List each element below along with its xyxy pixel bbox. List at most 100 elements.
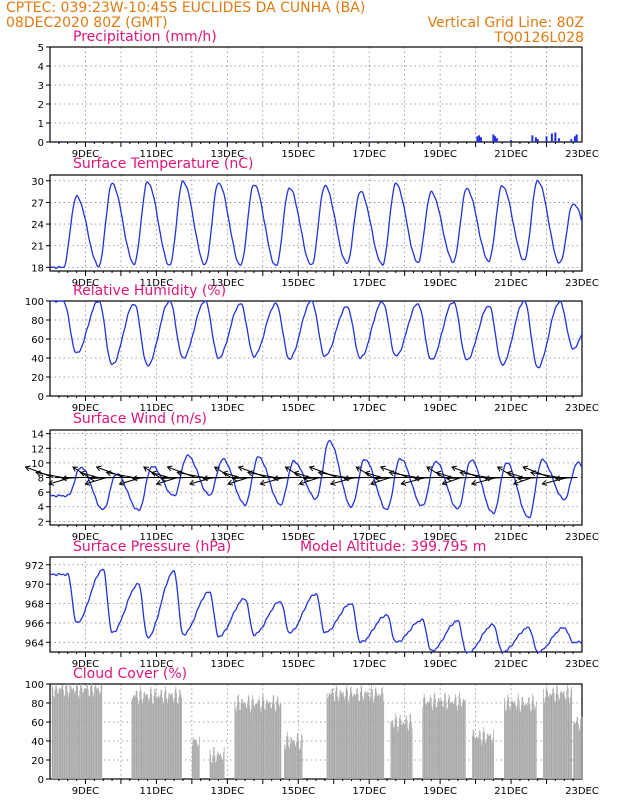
wind-arrow-head xyxy=(317,470,324,477)
cloud-bar xyxy=(481,741,483,779)
cloud-bar xyxy=(52,687,54,779)
cloud-bar xyxy=(352,695,354,779)
cloud-bar xyxy=(174,698,175,779)
cloud-bar xyxy=(87,689,89,779)
wind-arrow xyxy=(161,477,187,480)
cloud-bar xyxy=(332,688,334,779)
cloud-bar xyxy=(271,708,273,779)
cloud-bar xyxy=(56,688,58,779)
cloud-bar xyxy=(68,693,70,779)
x-tick-label: 13DEC xyxy=(210,659,244,670)
wind-arrow xyxy=(375,477,400,480)
cloud-bar xyxy=(401,724,403,779)
plot-frame xyxy=(49,429,583,526)
wind-arrow-head xyxy=(176,470,183,477)
cloud-bar xyxy=(291,737,292,779)
cloud-bar xyxy=(215,762,216,779)
cloud-bar xyxy=(490,735,492,779)
y-tick-label: 0 xyxy=(38,392,44,403)
cloud-bar xyxy=(456,705,458,779)
cloud-bar xyxy=(75,691,76,779)
cloud-bar xyxy=(164,686,166,779)
cloud-bar xyxy=(508,697,509,779)
x-tick-label: 13DEC xyxy=(210,278,244,289)
cloud-bar xyxy=(65,686,66,779)
wind-arrow xyxy=(389,471,418,478)
cloud-bar xyxy=(158,696,160,779)
cloud-bar xyxy=(223,752,224,779)
precip-bar xyxy=(166,141,169,142)
cloud-bar xyxy=(434,692,436,779)
plot-frame xyxy=(49,174,583,272)
cloud-bar xyxy=(172,693,173,779)
cloud-bar xyxy=(430,698,432,779)
wind-arrow-head xyxy=(150,470,157,477)
cloud-bar xyxy=(405,718,407,779)
cloud-bar xyxy=(567,684,568,779)
cloud-bar xyxy=(362,700,364,779)
cloud-bar xyxy=(295,746,297,779)
cloud-bar xyxy=(441,701,443,779)
cloud-bar xyxy=(355,693,357,779)
cloud-bar xyxy=(433,694,435,779)
cloud-bar xyxy=(435,706,437,779)
panel-title: Surface Wind (m/s) xyxy=(73,411,207,427)
wind-arrow-head xyxy=(247,470,253,477)
cloud-bar xyxy=(491,740,492,779)
y-tick-label: 27 xyxy=(31,198,44,209)
cloud-bar xyxy=(57,693,59,779)
cloud-bar xyxy=(62,684,64,779)
cloud-bar xyxy=(140,685,141,779)
precip-bar xyxy=(300,141,303,142)
cloud-bar xyxy=(137,698,138,779)
cloud-bar xyxy=(349,695,351,779)
cloud-bar xyxy=(520,704,522,779)
cloud-bar xyxy=(292,741,294,779)
wind-arrow-head xyxy=(459,470,466,477)
cloud-bar xyxy=(168,693,170,779)
cloud-bar xyxy=(290,737,292,779)
wind-arrow-head xyxy=(35,470,41,477)
chart-header: CPTEC: 039:23W-10:45S EUCLIDES DA CUNHA … xyxy=(0,0,618,48)
precip-bar xyxy=(536,139,539,142)
cloud-bar xyxy=(534,709,536,779)
panel-0: Precipitation (mm/h) 0 1 2 3 4 5 9DEC 11DEC 13DEC… xyxy=(38,29,599,160)
wind-arrow-head xyxy=(364,470,371,477)
cloud-bar xyxy=(569,697,571,779)
cloud-bar xyxy=(301,733,302,779)
cloud-bar xyxy=(215,761,217,779)
y-tick-label: 20 xyxy=(31,756,44,767)
cloud-bar xyxy=(447,707,448,779)
cloud-bar xyxy=(556,685,558,779)
wind-arrow-head xyxy=(237,465,244,472)
wind-arrow-head xyxy=(298,479,305,486)
wind-arrow-head xyxy=(379,465,386,472)
cloud-bar xyxy=(86,684,88,779)
cloud-bar xyxy=(574,722,576,779)
cloud-bar xyxy=(455,697,457,779)
cloud-bar xyxy=(338,697,340,779)
cloud-bar xyxy=(518,700,520,779)
cloud-bar xyxy=(510,706,512,779)
cloud-bar xyxy=(237,695,238,779)
cloud-bar xyxy=(335,684,337,779)
cloud-bar xyxy=(218,753,219,779)
cloud-bar xyxy=(370,688,372,779)
cloud-bar xyxy=(427,700,429,779)
cloud-bar xyxy=(142,698,144,779)
x-tick-label: 21DEC xyxy=(494,149,528,160)
cloud-bar xyxy=(523,705,525,779)
wind-arrow xyxy=(203,477,223,480)
cloud-bar xyxy=(484,740,486,779)
cloud-bar xyxy=(242,703,244,779)
wind-arrow-head xyxy=(554,475,561,482)
cloud-bar xyxy=(287,737,289,779)
cloud-bar xyxy=(462,698,464,779)
cloud-bar xyxy=(401,724,402,779)
precip-bar xyxy=(478,135,481,142)
cloud-bar xyxy=(138,700,140,779)
cloud-bar xyxy=(392,723,394,779)
wind-arrow-head xyxy=(188,480,195,486)
y-tick-label: 970 xyxy=(25,580,44,591)
cloud-bar xyxy=(222,759,224,779)
